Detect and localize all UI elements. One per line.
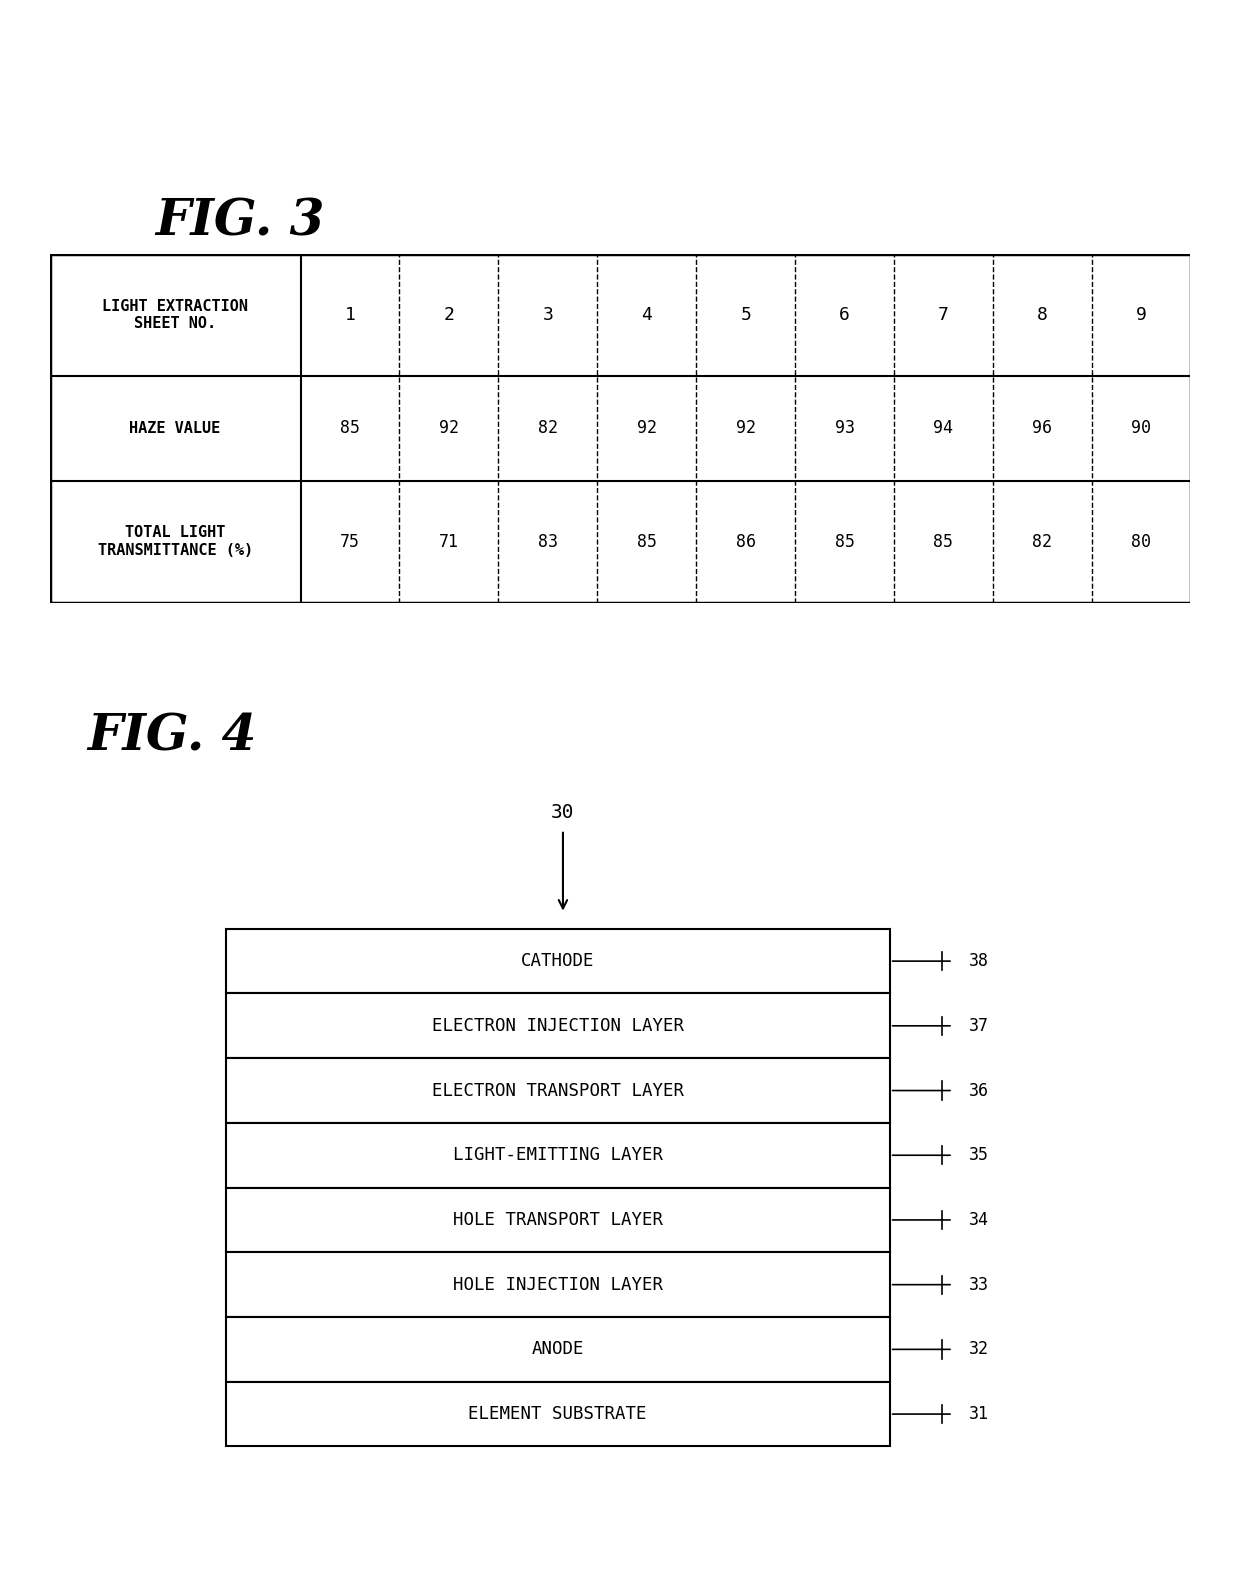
Text: 83: 83 [538,533,558,550]
Text: 6: 6 [839,306,849,324]
Text: 9: 9 [1136,306,1147,324]
Text: 31: 31 [968,1405,988,1423]
Text: HAZE VALUE: HAZE VALUE [129,420,221,436]
Text: 92: 92 [637,419,657,438]
Text: 8: 8 [1037,306,1048,324]
Text: 37: 37 [968,1017,988,1034]
Text: 2: 2 [444,306,454,324]
Bar [226,1188,889,1253]
Bar [226,929,889,993]
Bar [226,1123,889,1188]
Bar [226,993,889,1058]
Text: 85: 85 [340,419,360,438]
Bar [226,1253,889,1316]
Text: 71: 71 [439,533,459,550]
Text: ELECTRON INJECTION LAYER: ELECTRON INJECTION LAYER [432,1017,683,1034]
Text: 35: 35 [968,1147,988,1164]
Text: ELEMENT SUBSTRATE: ELEMENT SUBSTRATE [469,1405,647,1423]
Text: 32: 32 [968,1340,988,1358]
Text: 90: 90 [1131,419,1151,438]
Text: TOTAL LIGHT
TRANSMITTANCE (%): TOTAL LIGHT TRANSMITTANCE (%) [98,525,253,558]
Text: 80: 80 [1131,533,1151,550]
Text: ELECTRON TRANSPORT LAYER: ELECTRON TRANSPORT LAYER [432,1082,683,1099]
Text: 85: 85 [637,533,657,550]
Text: 85: 85 [835,533,854,550]
Text: 85: 85 [934,533,954,550]
Text: 93: 93 [835,419,854,438]
Text: 36: 36 [968,1082,988,1099]
Text: 34: 34 [968,1212,988,1229]
Bar [226,1058,889,1123]
Text: 7: 7 [937,306,949,324]
Text: 75: 75 [340,533,360,550]
Text: 3: 3 [542,306,553,324]
Text: 1: 1 [345,306,356,324]
Text: 4: 4 [641,306,652,324]
Text: LIGHT EXTRACTION
SHEET NO.: LIGHT EXTRACTION SHEET NO. [102,298,248,331]
Text: CATHODE: CATHODE [521,952,594,971]
Text: 5: 5 [740,306,751,324]
Text: 33: 33 [968,1275,988,1294]
Text: 30: 30 [552,803,574,822]
Text: FIG. 4: FIG. 4 [87,714,257,761]
Text: 38: 38 [968,952,988,971]
Bar [226,1381,889,1446]
Text: 86: 86 [735,533,755,550]
Text: 94: 94 [934,419,954,438]
Text: 82: 82 [538,419,558,438]
Text: HOLE INJECTION LAYER: HOLE INJECTION LAYER [453,1275,662,1294]
Text: 96: 96 [1033,419,1053,438]
Text: ANODE: ANODE [532,1340,584,1358]
Text: 92: 92 [439,419,459,438]
Text: 82: 82 [1033,533,1053,550]
Text: 92: 92 [735,419,755,438]
Bar [226,1316,889,1381]
Text: HOLE TRANSPORT LAYER: HOLE TRANSPORT LAYER [453,1212,662,1229]
Text: LIGHT-EMITTING LAYER: LIGHT-EMITTING LAYER [453,1147,662,1164]
Text: FIG. 3: FIG. 3 [155,198,325,246]
